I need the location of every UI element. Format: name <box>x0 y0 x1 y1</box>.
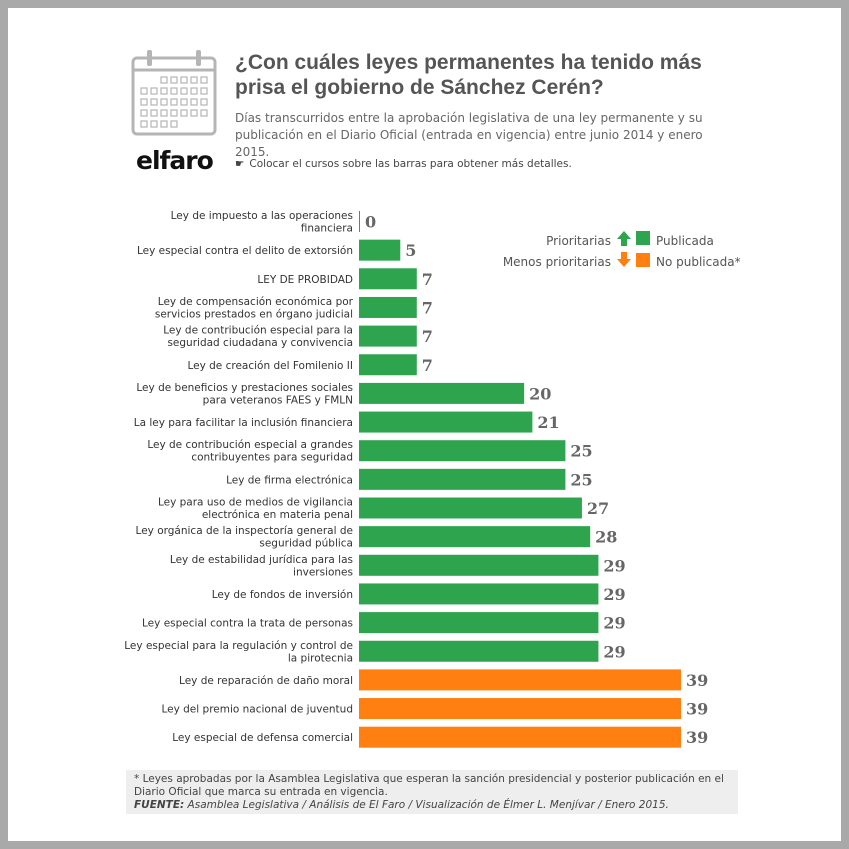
bar[interactable] <box>359 669 681 691</box>
value-label: 39 <box>686 700 708 719</box>
arrow-down-icon <box>617 252 631 267</box>
category-label: Ley orgánica de la inspectoría general d… <box>136 525 353 537</box>
category-label: Ley especial de defensa comercial <box>172 732 353 744</box>
category-label: LEY DE PROBIDAD <box>257 274 353 286</box>
bar[interactable] <box>359 726 681 748</box>
arrow-up-icon <box>617 231 631 246</box>
bar[interactable] <box>359 268 417 290</box>
category-label: Ley de fondos de inversión <box>212 589 353 601</box>
category-label: contribuyentes para seguridad <box>191 452 353 464</box>
category-label: Ley de contribución especial para la <box>163 325 353 337</box>
pointing-hand-icon: ☛ <box>235 158 245 170</box>
value-label: 28 <box>595 528 617 547</box>
footnote-source-key: FUENTE: <box>134 799 185 811</box>
legend-publicada: Publicada <box>656 234 714 248</box>
footnote-source: Asamblea Legislativa / Análisis de El Fa… <box>187 799 669 811</box>
category-label: Ley de compensación económica por <box>158 296 354 308</box>
value-label: 21 <box>537 413 559 432</box>
category-label: para veteranos FAES y FMLN <box>203 394 353 406</box>
footnote: * Leyes aprobadas por la Asamblea Legisl… <box>126 770 738 814</box>
value-label: 7 <box>422 270 433 289</box>
value-label: 7 <box>422 298 433 317</box>
value-label: 5 <box>405 241 416 260</box>
category-label: Ley del premio nacional de juventud <box>161 704 353 716</box>
category-label: financiera <box>301 223 353 235</box>
bar[interactable] <box>359 497 582 519</box>
legend-swatch-publicada <box>636 231 650 245</box>
legend: Prioritarias Publicada Menos prioritaria… <box>503 231 741 269</box>
bar[interactable] <box>359 640 599 662</box>
category-label: la pirotecnia <box>288 652 353 664</box>
bar[interactable] <box>359 554 599 576</box>
category-label: servicios prestados en órgano judicial <box>155 308 353 320</box>
category-label: Ley de impuesto a las operaciones <box>171 210 353 222</box>
bar[interactable] <box>359 468 566 490</box>
category-label: La ley para facilitar la inclusión finan… <box>134 417 353 429</box>
value-label: 29 <box>603 556 625 575</box>
value-label: 39 <box>686 728 708 747</box>
legend-menos-prioritarias: Menos prioritarias <box>503 255 611 269</box>
bar[interactable] <box>359 354 417 376</box>
bar[interactable] <box>359 296 417 318</box>
legend-prioritarias: Prioritarias <box>546 234 611 248</box>
bar[interactable] <box>359 526 591 548</box>
bar[interactable] <box>359 612 599 634</box>
value-label: 39 <box>686 671 708 690</box>
category-label: electrónica en materia penal <box>202 509 353 521</box>
elfaro-logo: elfaro <box>136 146 214 175</box>
value-label: 7 <box>422 356 433 375</box>
category-label: Ley de reparación de daño moral <box>179 675 353 687</box>
category-label: Ley especial para la regulación y contro… <box>124 640 353 652</box>
category-label: Ley especial contra el delito de extorsi… <box>137 245 353 257</box>
value-label: 29 <box>603 614 625 633</box>
bar[interactable] <box>359 440 566 462</box>
bar[interactable] <box>359 211 360 232</box>
legend-no-publicada: No publicada* <box>656 255 741 269</box>
calendar-icon <box>131 50 217 136</box>
chart-subtitle: Días transcurridos entre la aprobación l… <box>235 111 703 159</box>
bar[interactable] <box>359 698 681 720</box>
bar-chart: Ley de impuesto a las operacionesfinanci… <box>124 210 741 748</box>
value-label: 0 <box>365 213 376 232</box>
category-label: Ley de firma electrónica <box>226 474 353 486</box>
category-label: Ley de beneficios y prestaciones sociale… <box>136 382 353 394</box>
bar[interactable] <box>359 382 525 404</box>
category-label: seguridad ciudadana y convivencia <box>167 337 353 349</box>
category-label: seguridad pública <box>259 538 353 550</box>
category-label: Ley de creación del Fomilenio II <box>187 360 353 372</box>
value-label: 20 <box>529 384 551 403</box>
hover-hint: ☛ Colocar el cursos sobre las barras para… <box>235 158 572 170</box>
category-label: Ley de estabilidad jurídica para las <box>170 554 353 566</box>
value-label: 27 <box>587 499 609 518</box>
chart-title: ¿Con cuáles leyes permanentes ha tenido … <box>235 51 702 99</box>
legend-swatch-no-publicada <box>636 253 650 267</box>
chart-card: elfaro ¿Con cuáles leyes permanentes ha … <box>8 8 841 841</box>
value-label: 29 <box>603 585 625 604</box>
value-label: 29 <box>603 642 625 661</box>
hint-text: Colocar el cursos sobre las barras para … <box>249 158 572 170</box>
bar[interactable] <box>359 239 401 261</box>
bar[interactable] <box>359 583 599 605</box>
category-label: Ley de contribución especial a grandes <box>147 439 353 451</box>
footnote-note: * Leyes aprobadas por la Asamblea Legisl… <box>134 773 724 798</box>
value-label: 25 <box>570 470 592 489</box>
category-label: Ley para uso de medios de vigilancia <box>158 497 353 509</box>
value-label: 25 <box>570 442 592 461</box>
bar[interactable] <box>359 411 533 433</box>
category-label: Ley especial contra la trata de personas <box>142 618 353 630</box>
bar[interactable] <box>359 325 417 347</box>
category-label: inversiones <box>293 566 353 578</box>
value-label: 7 <box>422 327 433 346</box>
